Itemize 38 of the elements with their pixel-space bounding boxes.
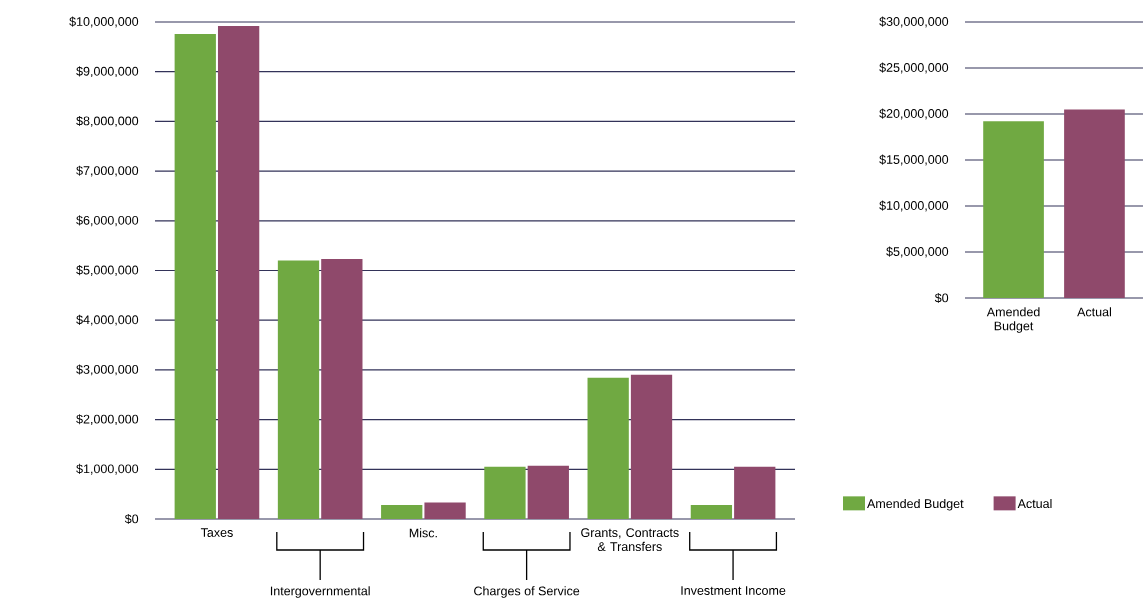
x-tick-label: Intergovernmental xyxy=(270,586,370,598)
bar xyxy=(277,260,320,519)
bar xyxy=(527,465,569,519)
bar xyxy=(484,466,526,519)
y-tick-label: $25,000,000 xyxy=(879,62,949,74)
x-tick-label: Misc. xyxy=(409,528,437,538)
bar xyxy=(587,377,629,519)
y-tick-label: $8,000,000 xyxy=(76,115,139,127)
x-tick-label: Taxes xyxy=(200,528,233,537)
y-tick-label: $10,000,000 xyxy=(69,16,139,28)
x-tick-label: Charges of Service xyxy=(474,586,580,598)
y-tick-label: $5,000,000 xyxy=(76,265,139,276)
x-tick-label: Investment Income xyxy=(681,586,786,595)
bar xyxy=(321,259,363,519)
y-tick-label: $30,000,000 xyxy=(879,16,949,28)
bar xyxy=(630,374,673,519)
legend-label: Actual xyxy=(1017,498,1052,509)
y-tick-label: $3,000,000 xyxy=(76,364,139,376)
bar xyxy=(690,505,733,519)
y-tick-label: $10,000,000 xyxy=(879,200,949,212)
bar xyxy=(424,502,466,519)
y-tick-label: $7,000,000 xyxy=(76,165,139,177)
y-tick-label: $0 xyxy=(124,513,139,525)
y-tick-label: $0 xyxy=(934,292,949,304)
legend-label: Amended Budget xyxy=(867,498,964,511)
bar xyxy=(734,466,776,519)
y-tick-label: $1,000,000 xyxy=(76,463,139,475)
y-tick-label: $20,000,000 xyxy=(879,108,949,120)
bar xyxy=(217,25,260,519)
y-tick-label: $15,000,000 xyxy=(879,154,949,166)
y-tick-label: $6,000,000 xyxy=(76,215,139,227)
y-tick-label: $9,000,000 xyxy=(76,66,139,78)
y-tick-label: $4,000,000 xyxy=(76,314,139,326)
x-tick-label: Grants, Contracts & Transfers xyxy=(581,528,679,552)
bar xyxy=(381,505,423,519)
y-tick-label: $2,000,000 xyxy=(76,414,139,426)
bar xyxy=(174,33,216,519)
y-tick-label: $5,000,000 xyxy=(886,246,949,258)
